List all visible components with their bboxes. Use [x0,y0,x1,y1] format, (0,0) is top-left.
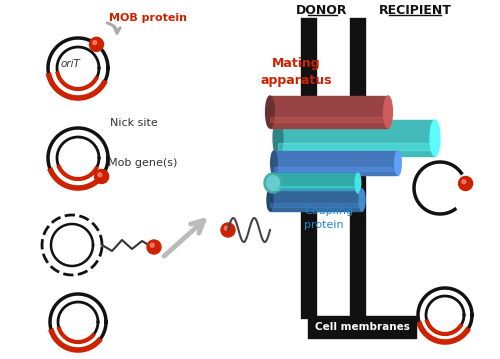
Text: Mating
apparatus: Mating apparatus [260,57,332,87]
Ellipse shape [270,151,278,175]
Ellipse shape [267,189,273,211]
Ellipse shape [273,120,283,156]
Circle shape [458,177,472,191]
Circle shape [98,173,102,177]
Bar [278,120,435,156]
Circle shape [90,37,104,51]
Ellipse shape [355,173,361,193]
Bar [270,117,388,122]
Ellipse shape [266,176,280,191]
Text: oriT: oriT [60,59,80,69]
Ellipse shape [269,173,275,193]
Text: RECIPIENT: RECIPIENT [378,4,452,17]
Bar [270,203,362,207]
Circle shape [93,41,96,45]
Circle shape [150,243,154,247]
Circle shape [462,180,466,184]
Ellipse shape [359,189,365,211]
Bar [272,173,358,193]
Circle shape [224,226,228,230]
Bar [270,189,362,211]
Ellipse shape [430,120,440,156]
Text: Cell membranes: Cell membranes [314,322,410,332]
Bar [272,186,358,190]
Text: Mob gene(s): Mob gene(s) [108,158,178,168]
Text: MOB protein: MOB protein [109,13,187,23]
Bar [308,316,416,338]
Circle shape [221,223,235,237]
Ellipse shape [394,151,402,175]
Text: Nick site: Nick site [110,118,158,128]
Ellipse shape [384,96,392,128]
Bar [274,167,398,171]
Circle shape [94,169,108,183]
Bar [278,143,435,150]
Ellipse shape [266,96,274,128]
Text: Coupling
protein: Coupling protein [304,206,353,230]
Circle shape [147,240,161,254]
Bar [274,151,398,175]
Text: DONOR: DONOR [296,4,348,17]
Ellipse shape [264,173,282,193]
Bar [270,96,388,128]
